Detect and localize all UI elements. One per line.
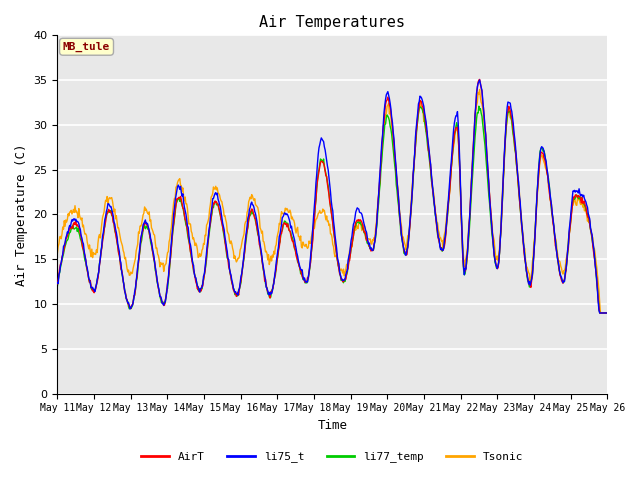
AirT — [399, 243, 407, 249]
Tsonic — [604, 310, 611, 316]
li77_temp — [415, 105, 423, 111]
li75_t — [54, 280, 61, 286]
li75_t — [176, 187, 184, 192]
li75_t — [604, 310, 611, 316]
li75_t — [399, 243, 407, 249]
Tsonic — [476, 86, 483, 92]
li77_temp — [176, 198, 184, 204]
li77_temp — [596, 310, 604, 316]
li75_t — [415, 99, 423, 105]
Line: Tsonic: Tsonic — [58, 89, 607, 313]
AirT — [63, 233, 71, 239]
Tsonic — [176, 176, 184, 181]
AirT — [120, 284, 128, 289]
Tsonic — [205, 215, 212, 221]
Tsonic — [596, 310, 604, 316]
li77_temp — [604, 310, 611, 316]
Legend: AirT, li75_t, li77_temp, Tsonic: AirT, li75_t, li77_temp, Tsonic — [137, 447, 528, 467]
X-axis label: Time: Time — [317, 419, 348, 432]
li77_temp — [475, 103, 483, 109]
Tsonic — [415, 107, 423, 113]
Line: li77_temp: li77_temp — [58, 106, 607, 313]
Tsonic — [54, 250, 61, 256]
li75_t — [476, 77, 483, 83]
AirT — [205, 230, 212, 236]
Line: li75_t: li75_t — [58, 80, 607, 313]
AirT — [604, 310, 611, 316]
li75_t — [120, 282, 128, 288]
AirT — [415, 103, 423, 109]
li77_temp — [54, 283, 61, 289]
Text: MB_tule: MB_tule — [63, 42, 110, 52]
Tsonic — [399, 234, 407, 240]
li77_temp — [399, 242, 407, 248]
AirT — [476, 76, 483, 82]
AirT — [596, 310, 604, 316]
Tsonic — [63, 216, 71, 222]
li75_t — [205, 228, 212, 234]
li77_temp — [120, 281, 128, 287]
li77_temp — [205, 233, 212, 239]
Title: Air Temperatures: Air Temperatures — [259, 15, 405, 30]
AirT — [176, 195, 184, 201]
li75_t — [63, 229, 71, 235]
li75_t — [596, 310, 604, 316]
AirT — [54, 281, 61, 287]
Line: AirT: AirT — [58, 79, 607, 313]
li77_temp — [63, 238, 71, 243]
Y-axis label: Air Temperature (C): Air Temperature (C) — [15, 143, 28, 286]
Tsonic — [120, 250, 128, 255]
